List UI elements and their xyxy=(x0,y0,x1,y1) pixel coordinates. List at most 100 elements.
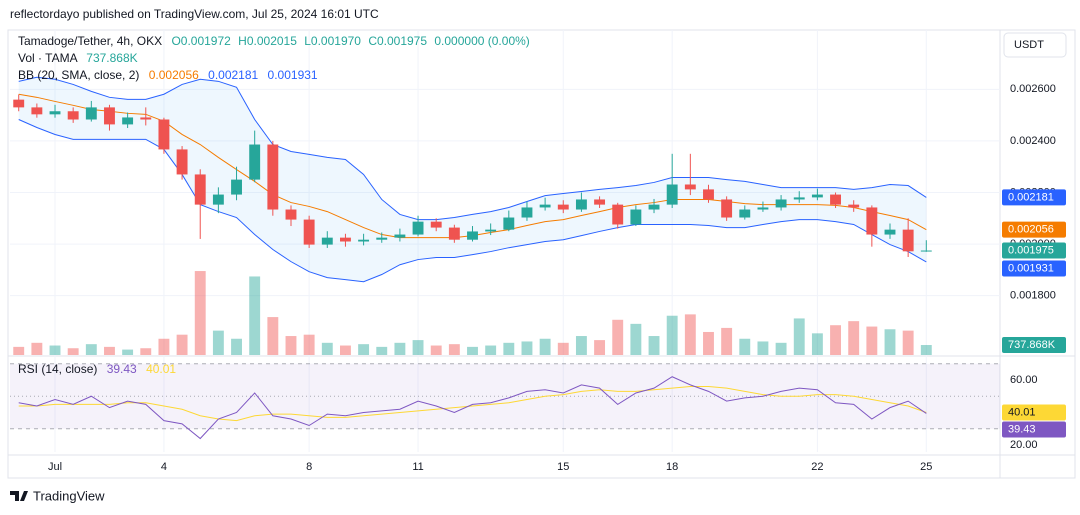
price-badge xyxy=(1002,189,1066,206)
volume-bar xyxy=(194,271,206,355)
brand-name: TradingView xyxy=(33,488,105,503)
candle-body xyxy=(358,239,370,242)
price-badge-label: 40.01 xyxy=(1008,406,1036,418)
volume-bar xyxy=(13,346,25,355)
volume-bar xyxy=(212,330,224,355)
candle-body xyxy=(739,209,751,218)
volume-bar xyxy=(448,344,460,355)
candle-body xyxy=(557,204,569,210)
candle-body xyxy=(122,117,134,125)
volume-bar xyxy=(739,338,751,355)
attribution: reflectordayo published on TradingView.c… xyxy=(10,7,379,21)
volume-bar xyxy=(594,340,606,355)
currency-button-box[interactable] xyxy=(1003,32,1067,58)
x-tick-label: 4 xyxy=(161,461,167,473)
change: 0.000000 (0.00%) xyxy=(434,34,529,48)
volume-bar xyxy=(249,276,261,355)
volume-bar xyxy=(902,330,914,355)
candle-body xyxy=(775,199,787,208)
candle-body xyxy=(467,231,478,240)
candle-body xyxy=(703,189,714,200)
price-badge xyxy=(1002,221,1066,238)
volume-bar xyxy=(503,342,515,355)
volume-bar xyxy=(376,346,388,355)
symbol-legend: Tamadoge/Tether, 4h, OKX O0.001972 H0.00… xyxy=(18,34,530,48)
candle-body xyxy=(485,229,497,232)
candle-body xyxy=(212,194,224,205)
volume-bar xyxy=(521,341,533,355)
y-tick-label: 0.002400 xyxy=(1010,135,1056,147)
rsi-ma-value: 40.01 xyxy=(146,362,176,376)
y-tick-label: 0.001800 xyxy=(1010,290,1056,302)
candle-body xyxy=(376,237,388,240)
candle-body xyxy=(231,179,242,195)
currency-button[interactable]: USDT xyxy=(1003,32,1067,58)
currency-label[interactable]: USDT xyxy=(1014,39,1044,51)
volume-bar xyxy=(67,348,79,355)
ohlc-low: L0.001970 xyxy=(304,34,361,48)
volume-bar xyxy=(703,331,714,355)
candle-body xyxy=(49,111,61,115)
ohlc-high: H0.002015 xyxy=(238,34,297,48)
volume-bar xyxy=(140,348,152,355)
volume-bar xyxy=(231,338,242,355)
candle-body xyxy=(321,237,333,245)
volume-bar xyxy=(666,315,678,355)
volume-bar xyxy=(721,327,733,355)
candle-body xyxy=(575,199,587,210)
candle-body xyxy=(521,207,533,218)
volume-bar xyxy=(557,342,569,355)
price-badge-label: 39.43 xyxy=(1008,423,1036,435)
price-badge xyxy=(1002,421,1066,438)
candle-body xyxy=(648,204,660,210)
candle-body xyxy=(285,209,297,220)
rsi-legend: RSI (14, close) 39.43 40.01 xyxy=(18,362,176,376)
volume-bar xyxy=(848,321,860,355)
candle-body xyxy=(866,207,878,235)
candle-body xyxy=(85,107,97,120)
candle-body xyxy=(13,99,25,108)
volume-bar xyxy=(321,342,333,355)
x-tick-label: 15 xyxy=(557,461,569,473)
candle-body xyxy=(793,197,805,200)
volume-bar xyxy=(358,344,370,355)
volume-bar xyxy=(85,344,97,355)
price-badge-label: 737.868K xyxy=(1008,339,1056,351)
candle-body xyxy=(830,194,841,205)
volume-bar xyxy=(430,345,442,355)
bb-lower-line xyxy=(18,119,927,283)
candle-body xyxy=(394,234,406,238)
price-badge xyxy=(1002,404,1066,421)
candle-body xyxy=(158,119,170,150)
candle-body xyxy=(267,144,279,210)
volume-legend: Vol · TAMA 737.868K xyxy=(18,51,138,65)
volume-bar xyxy=(303,334,315,355)
rsi-line xyxy=(18,376,927,440)
candle-body xyxy=(303,219,315,245)
volume-bar xyxy=(630,323,642,355)
volume-bar xyxy=(775,342,787,355)
volume-bar xyxy=(539,338,551,355)
ohlc-close: C0.001975 xyxy=(368,34,427,48)
price-badge xyxy=(1002,260,1066,277)
x-tick-label: 25 xyxy=(920,461,932,473)
candle-body xyxy=(612,204,624,225)
x-tick-label: 18 xyxy=(666,461,678,473)
volume-bar xyxy=(176,334,188,355)
bb-basis-value: 0.002056 xyxy=(149,68,199,82)
symbol: Tamadoge/Tether, 4h, OKX xyxy=(18,34,162,48)
candle-body xyxy=(884,229,896,235)
bb-upper-value: 0.002181 xyxy=(208,68,258,82)
volume-bar xyxy=(412,340,424,355)
rsi-tick-label: 20.00 xyxy=(1010,439,1038,451)
volume-bar xyxy=(467,346,478,355)
price-badge xyxy=(1002,337,1066,353)
brand: TradingView xyxy=(10,488,105,503)
volume-bar xyxy=(394,342,406,355)
candle-body xyxy=(594,199,606,205)
legend: Tamadoge/Tether, 4h, OKX O0.001972 H0.00… xyxy=(18,34,530,376)
x-tick-label: 8 xyxy=(306,461,312,473)
volume-bar xyxy=(866,326,878,355)
candle-body xyxy=(67,111,79,120)
candle-body xyxy=(666,184,678,205)
